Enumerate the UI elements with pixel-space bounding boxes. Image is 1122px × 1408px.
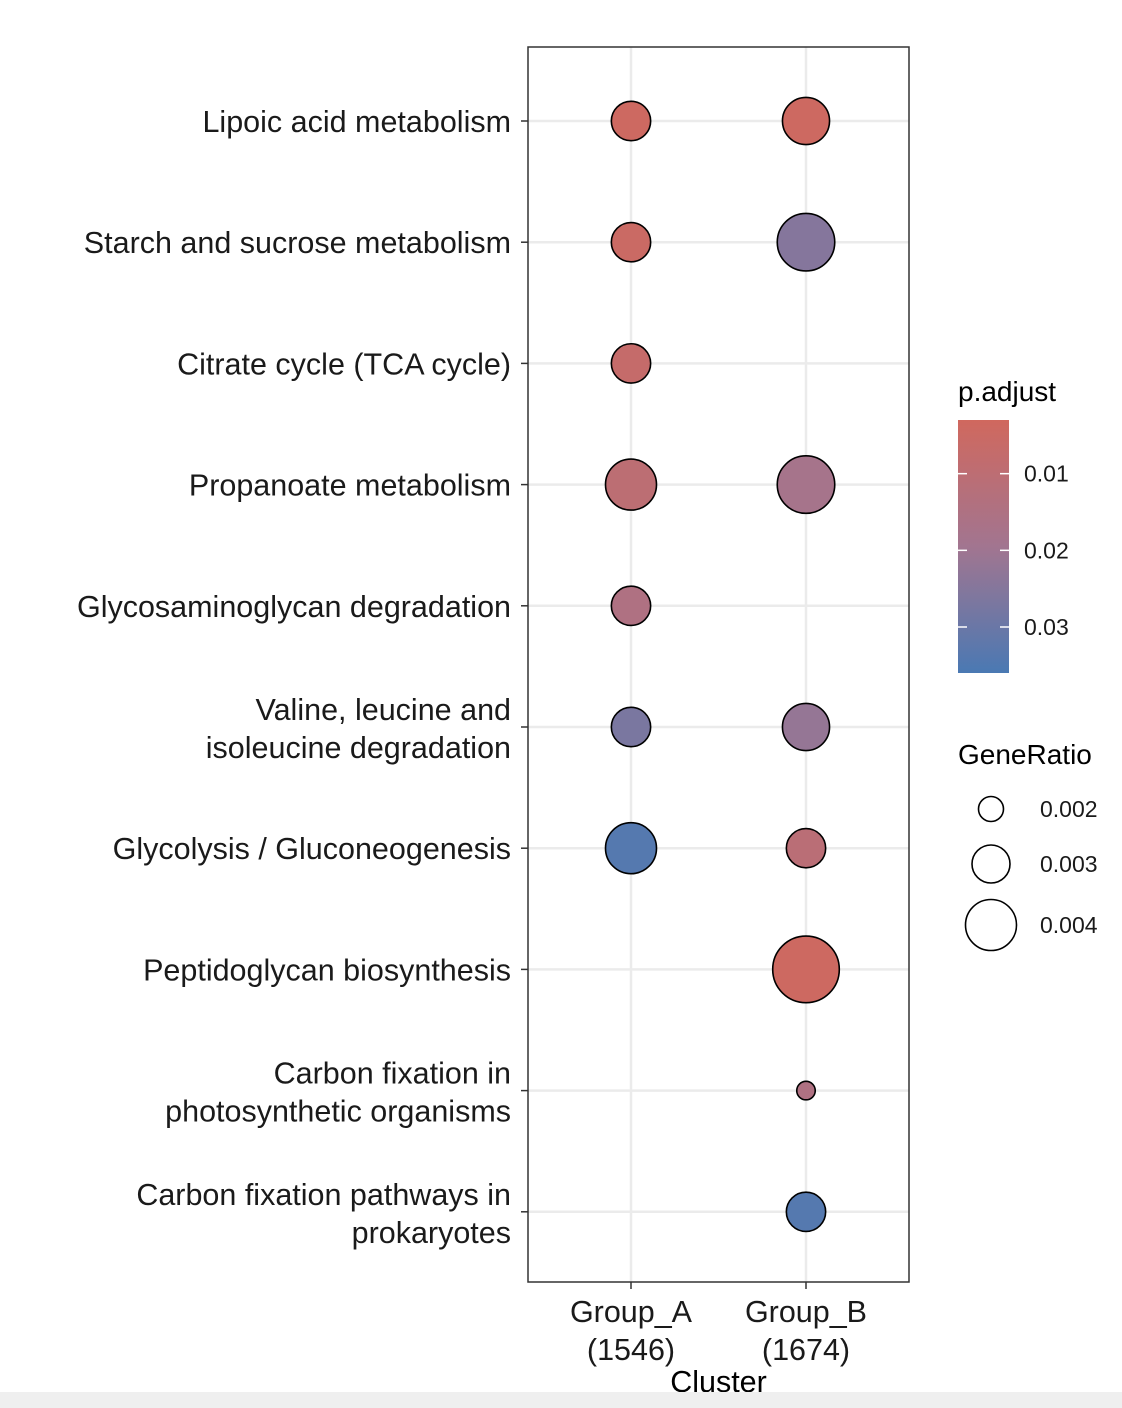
data-point xyxy=(771,935,841,1004)
color-legend-label: 0.01 xyxy=(1024,461,1069,487)
data-point xyxy=(776,212,836,272)
data-point xyxy=(610,221,652,263)
x-tick-label-line2: (1674) xyxy=(762,1333,850,1367)
data-point xyxy=(785,827,827,869)
y-tick-label: Peptidoglycan biosynthesis xyxy=(143,953,511,987)
y-tick-label: Starch and sucrose metabolism xyxy=(84,226,511,260)
plot-panel xyxy=(528,47,909,1282)
data-point xyxy=(785,1191,827,1233)
color-legend-title: p.adjust xyxy=(958,376,1056,407)
data-point xyxy=(604,458,658,511)
data-point xyxy=(604,821,658,875)
size-legend: GeneRatio 0.002 0.003 0.004 xyxy=(958,739,1098,952)
x-tick-label: Group_B xyxy=(745,1295,867,1329)
y-tick-label: Valine, leucine and xyxy=(256,693,511,727)
data-point xyxy=(781,96,831,146)
data-point xyxy=(610,585,652,627)
size-legend-title: GeneRatio xyxy=(958,739,1092,770)
y-tick-label: Citrate cycle (TCA cycle) xyxy=(177,347,511,381)
y-tick-label-line2: isoleucine degradation xyxy=(206,731,511,765)
data-point xyxy=(776,455,836,515)
color-legend-bar xyxy=(958,420,1009,673)
x-axis: Group_A (1546) Group_B (1674)Cluster xyxy=(570,1282,867,1399)
color-legend: p.adjust 0.01 0.02 0.03 xyxy=(958,376,1069,673)
color-legend-label: 0.03 xyxy=(1024,614,1069,640)
data-point xyxy=(781,702,831,752)
y-tick-label: Lipoic acid metabolism xyxy=(202,105,511,139)
size-legend-circle xyxy=(977,795,1005,823)
x-tick-label: Group_A xyxy=(570,1295,693,1329)
y-tick-label: Glycolysis / Gluconeogenesis xyxy=(113,832,511,866)
data-point xyxy=(610,342,652,384)
size-legend-circle xyxy=(971,844,1011,884)
y-tick-label: Propanoate metabolism xyxy=(189,469,511,503)
size-legend-label: 0.004 xyxy=(1040,912,1098,938)
y-tick-label: Carbon fixation pathways in xyxy=(136,1178,511,1212)
y-tick-label: Carbon fixation in xyxy=(274,1057,511,1091)
y-axis: Lipoic acid metabolism Starch and sucrose… xyxy=(77,105,528,1250)
data-point xyxy=(610,706,652,748)
y-tick-label: Glycosaminoglycan degradation xyxy=(77,590,511,624)
data-point xyxy=(795,1080,817,1101)
y-tick-label-line2: photosynthetic organisms xyxy=(165,1095,511,1129)
size-legend-label: 0.002 xyxy=(1040,796,1098,822)
plot-border xyxy=(527,46,910,1283)
bottom-fade xyxy=(0,1392,1122,1408)
points xyxy=(604,96,841,1233)
data-point xyxy=(610,100,652,142)
size-legend-label: 0.003 xyxy=(1040,851,1098,877)
color-legend-label: 0.02 xyxy=(1024,537,1069,563)
y-tick-label-line2: prokaryotes xyxy=(352,1216,511,1250)
x-tick-label-line2: (1546) xyxy=(587,1333,675,1367)
x-axis-title: Cluster xyxy=(670,1365,767,1392)
size-legend-circle xyxy=(964,898,1018,952)
